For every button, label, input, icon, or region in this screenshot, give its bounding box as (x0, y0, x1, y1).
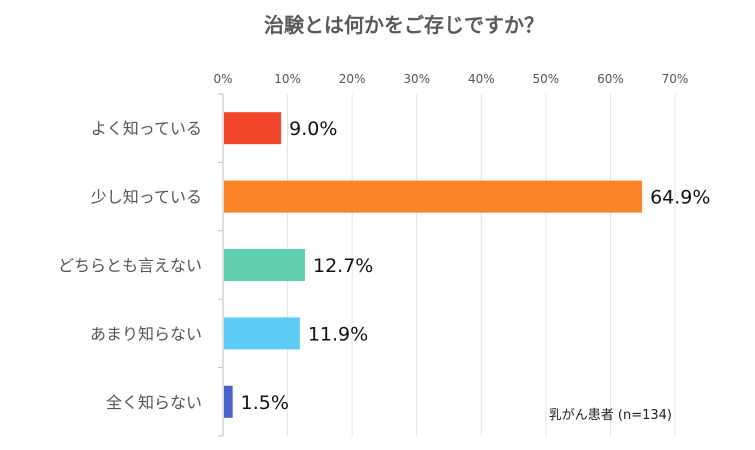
value-label: 1.5% (241, 392, 289, 414)
bar (224, 180, 643, 213)
category-label: 全く知らない (106, 393, 202, 412)
bar (224, 317, 300, 350)
tick-layer: 0% 10% 20% 30% 40% 50% 60% 70% (213, 72, 688, 86)
value-label: 11.9% (308, 323, 368, 345)
x-tick-label: 40% (468, 72, 495, 86)
bar-layer (224, 112, 643, 418)
value-label: 12.7% (313, 255, 373, 277)
category-label: どちらとも言えない (58, 256, 202, 275)
label-layer: よく知っている 9.0% 少し知っている 64.9% どちらとも言えない 12.7% あまり… (58, 118, 710, 414)
chart-title: 治験とは何かをご存じですか？ (264, 13, 544, 37)
x-tick-label: 50% (533, 72, 560, 86)
x-tick-label: 70% (662, 72, 689, 86)
category-label: よく知っている (91, 119, 202, 138)
category-label: あまり知らない (90, 324, 202, 343)
category-label: 少し知っている (91, 188, 202, 207)
x-tick-label: 30% (403, 72, 430, 86)
value-label: 64.9% (650, 187, 710, 209)
bar (224, 249, 306, 281)
x-tick-label: 60% (597, 72, 624, 86)
value-label: 9.0% (289, 118, 337, 140)
bar (224, 112, 282, 145)
x-tick-label: 20% (339, 72, 366, 86)
x-tick-label: 0% (213, 72, 232, 86)
x-tick-label: 10% (274, 72, 301, 86)
sample-note: 乳がん患者 (n=134) (549, 408, 672, 423)
grid-layer (218, 93, 676, 437)
bar (224, 385, 233, 418)
